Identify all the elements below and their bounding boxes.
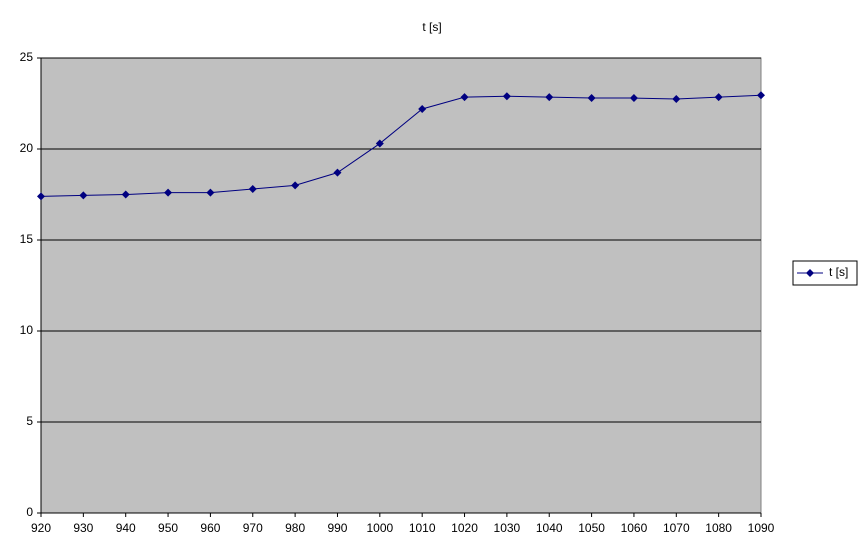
x-tick-label: 1050 xyxy=(578,521,605,535)
legend-marker xyxy=(806,269,814,277)
data-point xyxy=(757,91,765,100)
y-tick-label: 25 xyxy=(20,50,34,64)
x-tick-label: 940 xyxy=(116,521,136,535)
data-point xyxy=(672,94,681,103)
data-point xyxy=(460,93,469,102)
chart-title: t [s] xyxy=(422,20,441,34)
x-tick-label: 970 xyxy=(243,521,263,535)
data-point xyxy=(502,92,511,101)
data-point xyxy=(333,168,342,177)
data-point xyxy=(248,185,257,194)
x-tick-label: 1010 xyxy=(409,521,436,535)
x-tick-label: 1040 xyxy=(536,521,563,535)
data-point xyxy=(291,181,300,190)
data-point xyxy=(37,192,45,201)
data-point xyxy=(418,104,427,113)
x-tick-label: 950 xyxy=(158,521,178,535)
data-point xyxy=(79,191,88,200)
data-point xyxy=(714,93,723,102)
x-tick-label: 980 xyxy=(285,521,305,535)
y-tick-label: 15 xyxy=(20,232,34,246)
y-tick-label: 20 xyxy=(20,141,34,155)
x-tick-label: 1020 xyxy=(451,521,478,535)
y-tick-label: 5 xyxy=(26,414,33,428)
x-tick-label: 920 xyxy=(31,521,51,535)
data-point xyxy=(164,188,173,197)
legend-label: t [s] xyxy=(829,265,848,279)
data-point xyxy=(587,94,596,103)
data-point xyxy=(545,93,554,102)
x-tick-label: 960 xyxy=(200,521,220,535)
data-point xyxy=(629,94,638,103)
x-tick-label: 930 xyxy=(73,521,93,535)
series-line xyxy=(40,94,762,197)
y-tick-label: 0 xyxy=(26,505,33,519)
x-tick-label: 1090 xyxy=(748,521,775,535)
y-tick-label: 10 xyxy=(20,323,34,337)
plot-area xyxy=(40,57,762,514)
x-tick-label: 990 xyxy=(327,521,347,535)
x-tick-label: 1080 xyxy=(705,521,732,535)
data-point xyxy=(121,190,130,199)
data-point xyxy=(375,139,384,148)
x-tick-label: 1060 xyxy=(621,521,648,535)
x-tick-label: 1000 xyxy=(366,521,393,535)
data-point xyxy=(206,188,215,197)
x-tick-label: 1070 xyxy=(663,521,690,535)
x-tick-label: 1030 xyxy=(494,521,521,535)
